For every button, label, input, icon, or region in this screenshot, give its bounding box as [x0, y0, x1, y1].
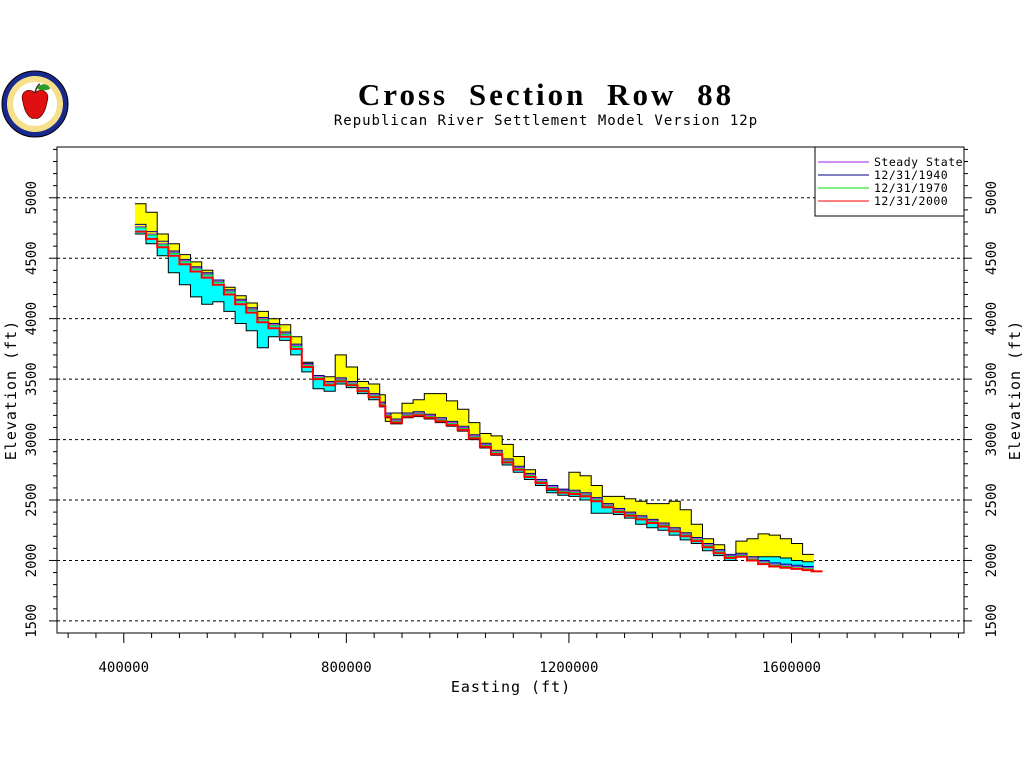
legend: Steady State 12/31/1940 12/31/1970 12/31…: [814, 146, 965, 217]
x-tick-label-800000: 800000: [321, 660, 372, 676]
y-tick-label-right-3500: 3500: [984, 362, 1000, 396]
y-tick-label-left-4000: 4000: [24, 302, 40, 336]
y-tick-label-left-4500: 4500: [24, 241, 40, 275]
y-tick-label-right-5000: 5000: [984, 181, 1000, 215]
y-tick-label-left-2500: 2500: [24, 483, 40, 517]
y-tick-label-right-4000: 4000: [984, 302, 1000, 336]
x-tick-label-1200000: 1200000: [539, 660, 598, 676]
aquifer-base-outline: [134, 233, 814, 563]
legend-label-1970: 12/31/1970: [874, 181, 948, 195]
legend-box: [814, 146, 965, 217]
y-tick-label-right-3000: 3000: [984, 423, 1000, 457]
series-line-12-31-1970: [134, 227, 814, 570]
y-tick-label-left-3000: 3000: [24, 423, 40, 457]
series-line-12-31-1940: [134, 223, 814, 567]
y-axis-label-right: Elevation (ft): [1006, 320, 1024, 460]
y-tick-label-right-2500: 2500: [984, 483, 1000, 517]
chart-title: Cross Section Row 88: [358, 77, 734, 112]
y-axis-label-left: Elevation (ft): [2, 320, 20, 460]
x-tick-label-400000: 400000: [98, 660, 149, 676]
y-tick-label-left-5000: 5000: [24, 181, 40, 215]
apple-seal-logo: [1, 70, 69, 138]
y-tick-label-right-2000: 2000: [984, 544, 1000, 578]
saturated-zone-fill: [134, 226, 814, 568]
y-tick-label-left-3500: 3500: [24, 362, 40, 396]
chart-subtitle: Republican River Settlement Model Versio…: [334, 113, 758, 129]
y-tick-label-left-1500: 1500: [24, 604, 40, 638]
grid-lines: [57, 197, 964, 622]
legend-label-2000: 12/31/2000: [874, 194, 948, 208]
y-tick-label-right-1500: 1500: [984, 604, 1000, 638]
legend-label-1940: 12/31/1940: [874, 168, 948, 182]
legend-label-steady-state: Steady State: [874, 155, 963, 169]
series-line-steady-state: [134, 226, 814, 569]
axis-tick-labels: 400000 800000 1200000 1600000 1500 1500 2000 20…: [24, 181, 1000, 676]
plot-area-frame: [56, 146, 965, 634]
land-surface-outline: [134, 203, 814, 557]
y-tick-label-left-2000: 2000: [24, 544, 40, 578]
y-tick-label-right-4500: 4500: [984, 241, 1000, 275]
series-lines: [134, 223, 823, 573]
series-line-12-31-2000: [134, 230, 814, 572]
x-axis-label: Easting (ft): [451, 678, 571, 696]
axis-ticks: [49, 148, 972, 643]
x-tick-label-1600000: 1600000: [762, 660, 821, 676]
